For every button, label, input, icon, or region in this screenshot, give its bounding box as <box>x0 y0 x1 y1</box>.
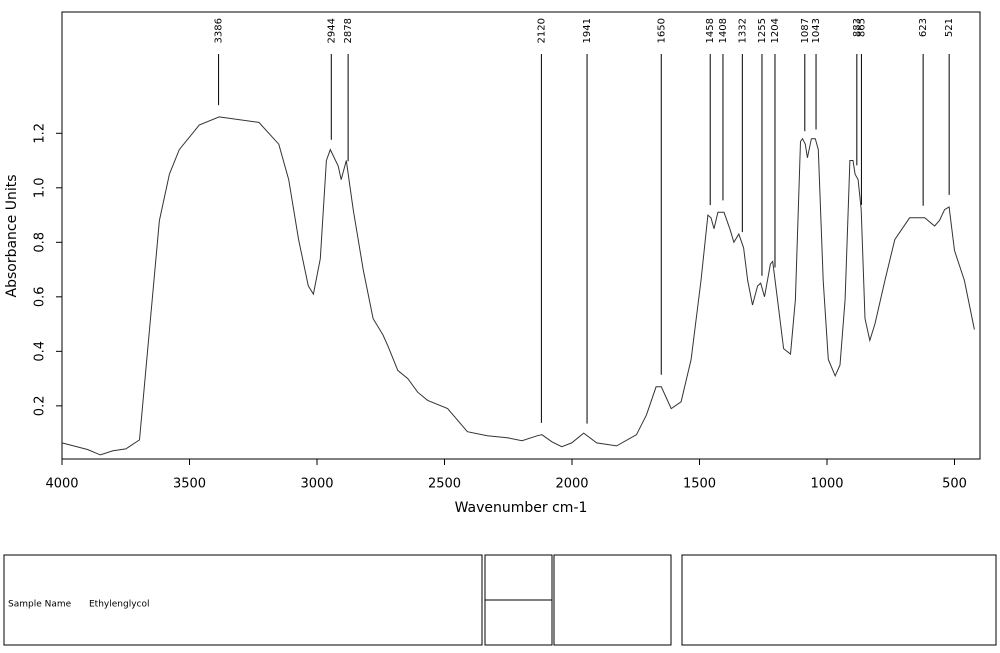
panel <box>681 554 997 646</box>
sample-name-label: Sample Name <box>8 600 72 610</box>
peak-label: 2878 <box>343 18 354 43</box>
y-tick-label: 0.6 <box>33 286 48 307</box>
x-tick-label: 1000 <box>810 477 843 492</box>
peak-label: 521 <box>944 18 955 37</box>
x-tick-label: 3500 <box>173 477 206 492</box>
x-tick-label: 1500 <box>683 477 716 492</box>
y-tick-label: 0.4 <box>33 341 48 362</box>
y-tick-label: 0.8 <box>33 232 48 253</box>
x-tick-label: 2000 <box>555 477 588 492</box>
spectrum-line <box>61 116 975 456</box>
peak-label: 1043 <box>811 18 822 43</box>
y-axis-title: Absorbance Units <box>4 175 20 298</box>
y-tick-label: 0.2 <box>33 396 48 417</box>
x-tick-label: 4000 <box>45 477 78 492</box>
x-tick-label: 3000 <box>300 477 333 492</box>
peak-label: 2944 <box>326 18 337 43</box>
y-tick-label: 1.2 <box>33 123 48 144</box>
peak-label: 1458 <box>705 18 716 43</box>
peak-label: 1941 <box>582 18 593 43</box>
peak-label: 865 <box>856 18 867 37</box>
info-panels <box>3 554 997 646</box>
sample-name-value: Ethylenglycol <box>89 600 149 610</box>
x-tick-label: 2500 <box>428 477 461 492</box>
panel <box>553 554 672 646</box>
peak-label: 1332 <box>737 18 748 43</box>
peak-label: 883 <box>852 18 863 37</box>
peak-label: 3386 <box>214 18 225 43</box>
panel <box>3 554 483 646</box>
plot-frame <box>61 11 981 460</box>
x-tick-label: 500 <box>942 477 967 492</box>
peak-label: 623 <box>918 18 929 37</box>
peak-label: 1255 <box>757 18 768 43</box>
x-axis-title: Wavenumber cm-1 <box>455 500 588 516</box>
peak-label: 1408 <box>718 18 729 43</box>
peak-label: 1204 <box>770 18 781 43</box>
y-tick-label: 1.0 <box>33 177 48 198</box>
peak-label: 1650 <box>656 18 667 43</box>
peak-label: 2120 <box>536 18 547 43</box>
peak-label: 1087 <box>800 18 811 43</box>
